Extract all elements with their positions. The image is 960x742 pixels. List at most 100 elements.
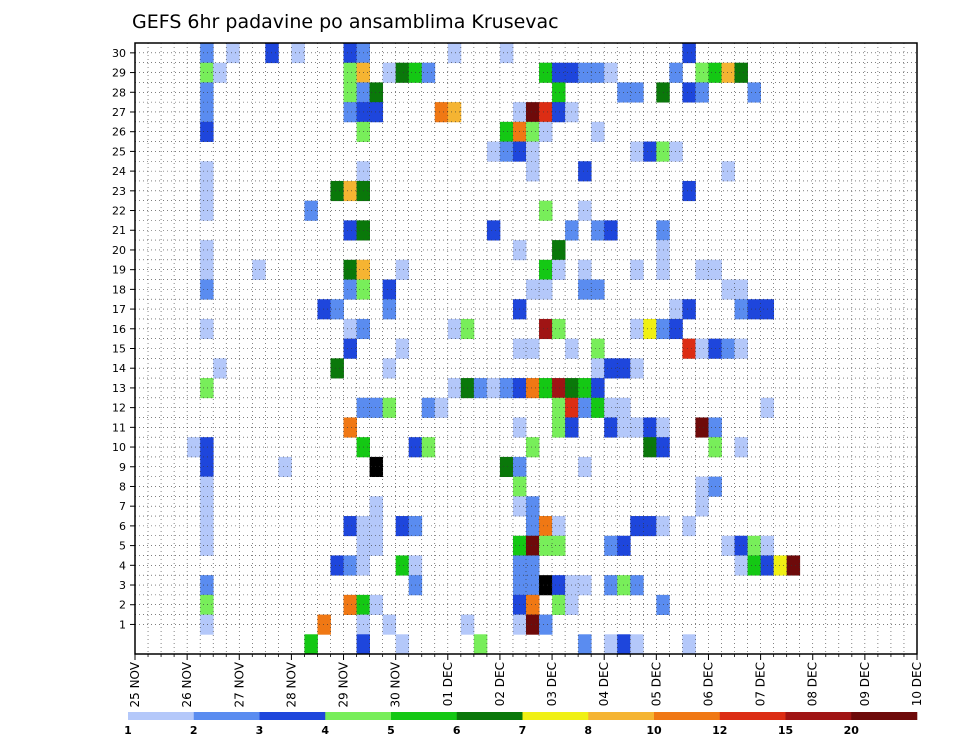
heatmap-cell-m26-s5 — [200, 121, 214, 142]
heatmap-cell-m18-s31 — [539, 279, 553, 300]
heatmap-cell-m6-s42 — [682, 516, 696, 537]
heatmap-cell-m3-s36 — [604, 575, 618, 596]
heatmap-cell-m3-s32 — [552, 575, 566, 596]
x-tick-label: 25 NOV — [128, 661, 142, 707]
heatmap-cell-m11-s32 — [552, 417, 566, 438]
heatmap-cell-m19-s31 — [539, 259, 553, 280]
heatmap-cell-m19-s16 — [343, 259, 357, 280]
heatmap-cell-m0-s37 — [617, 634, 631, 655]
heatmap-cell-m25-s38 — [630, 141, 644, 162]
heatmap-cell-m20-s5 — [200, 240, 214, 261]
heatmap-cell-m19-s43 — [695, 259, 709, 280]
heatmap-cell-m27-s30 — [526, 102, 540, 123]
heatmap-cell-m2-s16 — [343, 594, 357, 615]
heatmap-cell-m13-s32 — [552, 378, 566, 399]
legend-label: 8 — [584, 724, 592, 737]
heatmap-cell-m26-s31 — [539, 121, 553, 142]
heatmap-cell-m6-s20 — [395, 516, 410, 537]
heatmap-cell-m6-s31 — [539, 516, 553, 537]
heatmap-cell-m23-s5 — [200, 180, 214, 202]
heatmap-cell-m6-s16 — [343, 516, 357, 537]
heatmap-cell-m29-s46 — [734, 62, 748, 83]
heatmap-cell-m10-s5 — [200, 437, 214, 458]
heatmap-cell-m15-s45 — [721, 338, 735, 359]
heatmap-cell-m24-s34 — [578, 161, 592, 182]
heatmap-cell-m12-s35 — [591, 397, 605, 418]
x-tick-label: 03 DEC — [545, 662, 559, 706]
heatmap-cell-m15-s42 — [682, 338, 696, 359]
heatmap-cell-m3-s5 — [200, 575, 214, 596]
heatmap-cell-m6-s39 — [643, 516, 657, 537]
heatmap-cell-m30-s24 — [447, 43, 462, 64]
heatmap-cell-m29-s5 — [200, 62, 214, 83]
heatmap-cell-m13-s31 — [539, 378, 553, 399]
heatmap-cell-m16-s39 — [643, 318, 657, 340]
heatmap-cell-m0-s20 — [395, 634, 410, 655]
heatmap-cell-m30-s28 — [499, 43, 514, 64]
heatmap-cell-m27-s18 — [369, 102, 384, 123]
y-tick-label: 6 — [119, 520, 126, 533]
heatmap-cell-m28-s47 — [747, 82, 761, 103]
heatmap-cell-m12-s36 — [604, 397, 618, 418]
y-tick-label: 2 — [119, 599, 126, 612]
heatmap-cell-m3-s30 — [526, 575, 540, 596]
heatmap-cell-m18-s5 — [200, 279, 214, 300]
heatmap-cell-m4-s50 — [786, 555, 801, 576]
y-tick-label: 19 — [112, 264, 126, 277]
legend-label: 4 — [321, 724, 329, 737]
heatmap-cell-m5-s31 — [539, 535, 553, 556]
heatmap-cell-m21-s35 — [591, 220, 605, 241]
heatmap-cell-m10-s4 — [187, 437, 201, 458]
heatmap-cell-m29-s31 — [539, 62, 553, 83]
heatmap-cell-m12-s34 — [578, 397, 592, 418]
color-legend: 1 2 3 4 5 6 7 8 10 12 15 20 — [124, 712, 918, 737]
x-tick-label: 27 NOV — [232, 661, 246, 707]
heatmap-cell-m5-s18 — [369, 535, 384, 556]
heatmap-cell-m30-s12 — [291, 43, 305, 64]
heatmap-cell-m11-s38 — [630, 417, 644, 438]
heatmap-cell-m29-s16 — [343, 62, 357, 83]
heatmap-cell-m29-s36 — [604, 62, 618, 83]
heatmap-cell-m11-s36 — [604, 417, 618, 438]
heatmap-cell-m28-s43 — [695, 82, 709, 103]
x-tick-label: 09 DEC — [858, 662, 872, 706]
heatmap-cell-m7-s18 — [369, 496, 384, 517]
heatmap-cell-m15-s43 — [695, 338, 709, 359]
y-tick-label: 4 — [119, 559, 126, 572]
heatmap-cell-m4-s30 — [526, 555, 540, 576]
heatmap-cell-m18-s30 — [526, 279, 540, 300]
heatmap-cell-m15-s35 — [591, 338, 605, 359]
heatmap-cell-m5-s36 — [604, 535, 618, 556]
heatmap-cell-m10-s39 — [643, 437, 657, 458]
legend-color-8 — [588, 712, 655, 720]
heatmap-cell-m30-s7 — [226, 43, 240, 64]
heatmap-cell-m19-s20 — [395, 259, 410, 280]
legend-label: 3 — [256, 724, 264, 737]
y-tick-label: 9 — [119, 461, 126, 474]
legend-label: 12 — [712, 724, 727, 737]
heatmap-cell-m27-s32 — [552, 102, 566, 123]
heatmap-cell-m29-s20 — [395, 62, 410, 83]
heatmap-cell-m4-s49 — [773, 555, 788, 576]
heatmap-cell-m29-s34 — [578, 62, 592, 83]
x-tick-label: 10 DEC — [910, 662, 924, 706]
heatmap-cell-m17-s42 — [682, 299, 696, 320]
heatmap-cell-m5-s30 — [526, 535, 540, 556]
heatmap-cell-m17-s47 — [747, 299, 761, 320]
y-tick-label: 27 — [112, 106, 126, 119]
x-tick-label: 07 DEC — [754, 662, 768, 706]
heatmap-cell-m0-s34 — [578, 634, 592, 655]
heatmap-cell-m22-s31 — [539, 200, 553, 221]
heatmap-cell-m18-s19 — [382, 279, 397, 300]
heatmap-cell-m1-s14 — [317, 614, 331, 635]
heatmap-cell-m17-s41 — [669, 299, 683, 320]
heatmap-cell-m11-s39 — [643, 417, 657, 438]
legend-label: 20 — [844, 724, 860, 737]
y-tick-label: 18 — [112, 283, 126, 296]
legend-label: 2 — [190, 724, 198, 737]
heatmap-cell-m30-s42 — [682, 43, 696, 64]
heatmap-cell-m17-s15 — [330, 299, 344, 320]
heatmap-cell-m26-s30 — [526, 121, 540, 142]
y-tick-label: 17 — [112, 303, 126, 316]
